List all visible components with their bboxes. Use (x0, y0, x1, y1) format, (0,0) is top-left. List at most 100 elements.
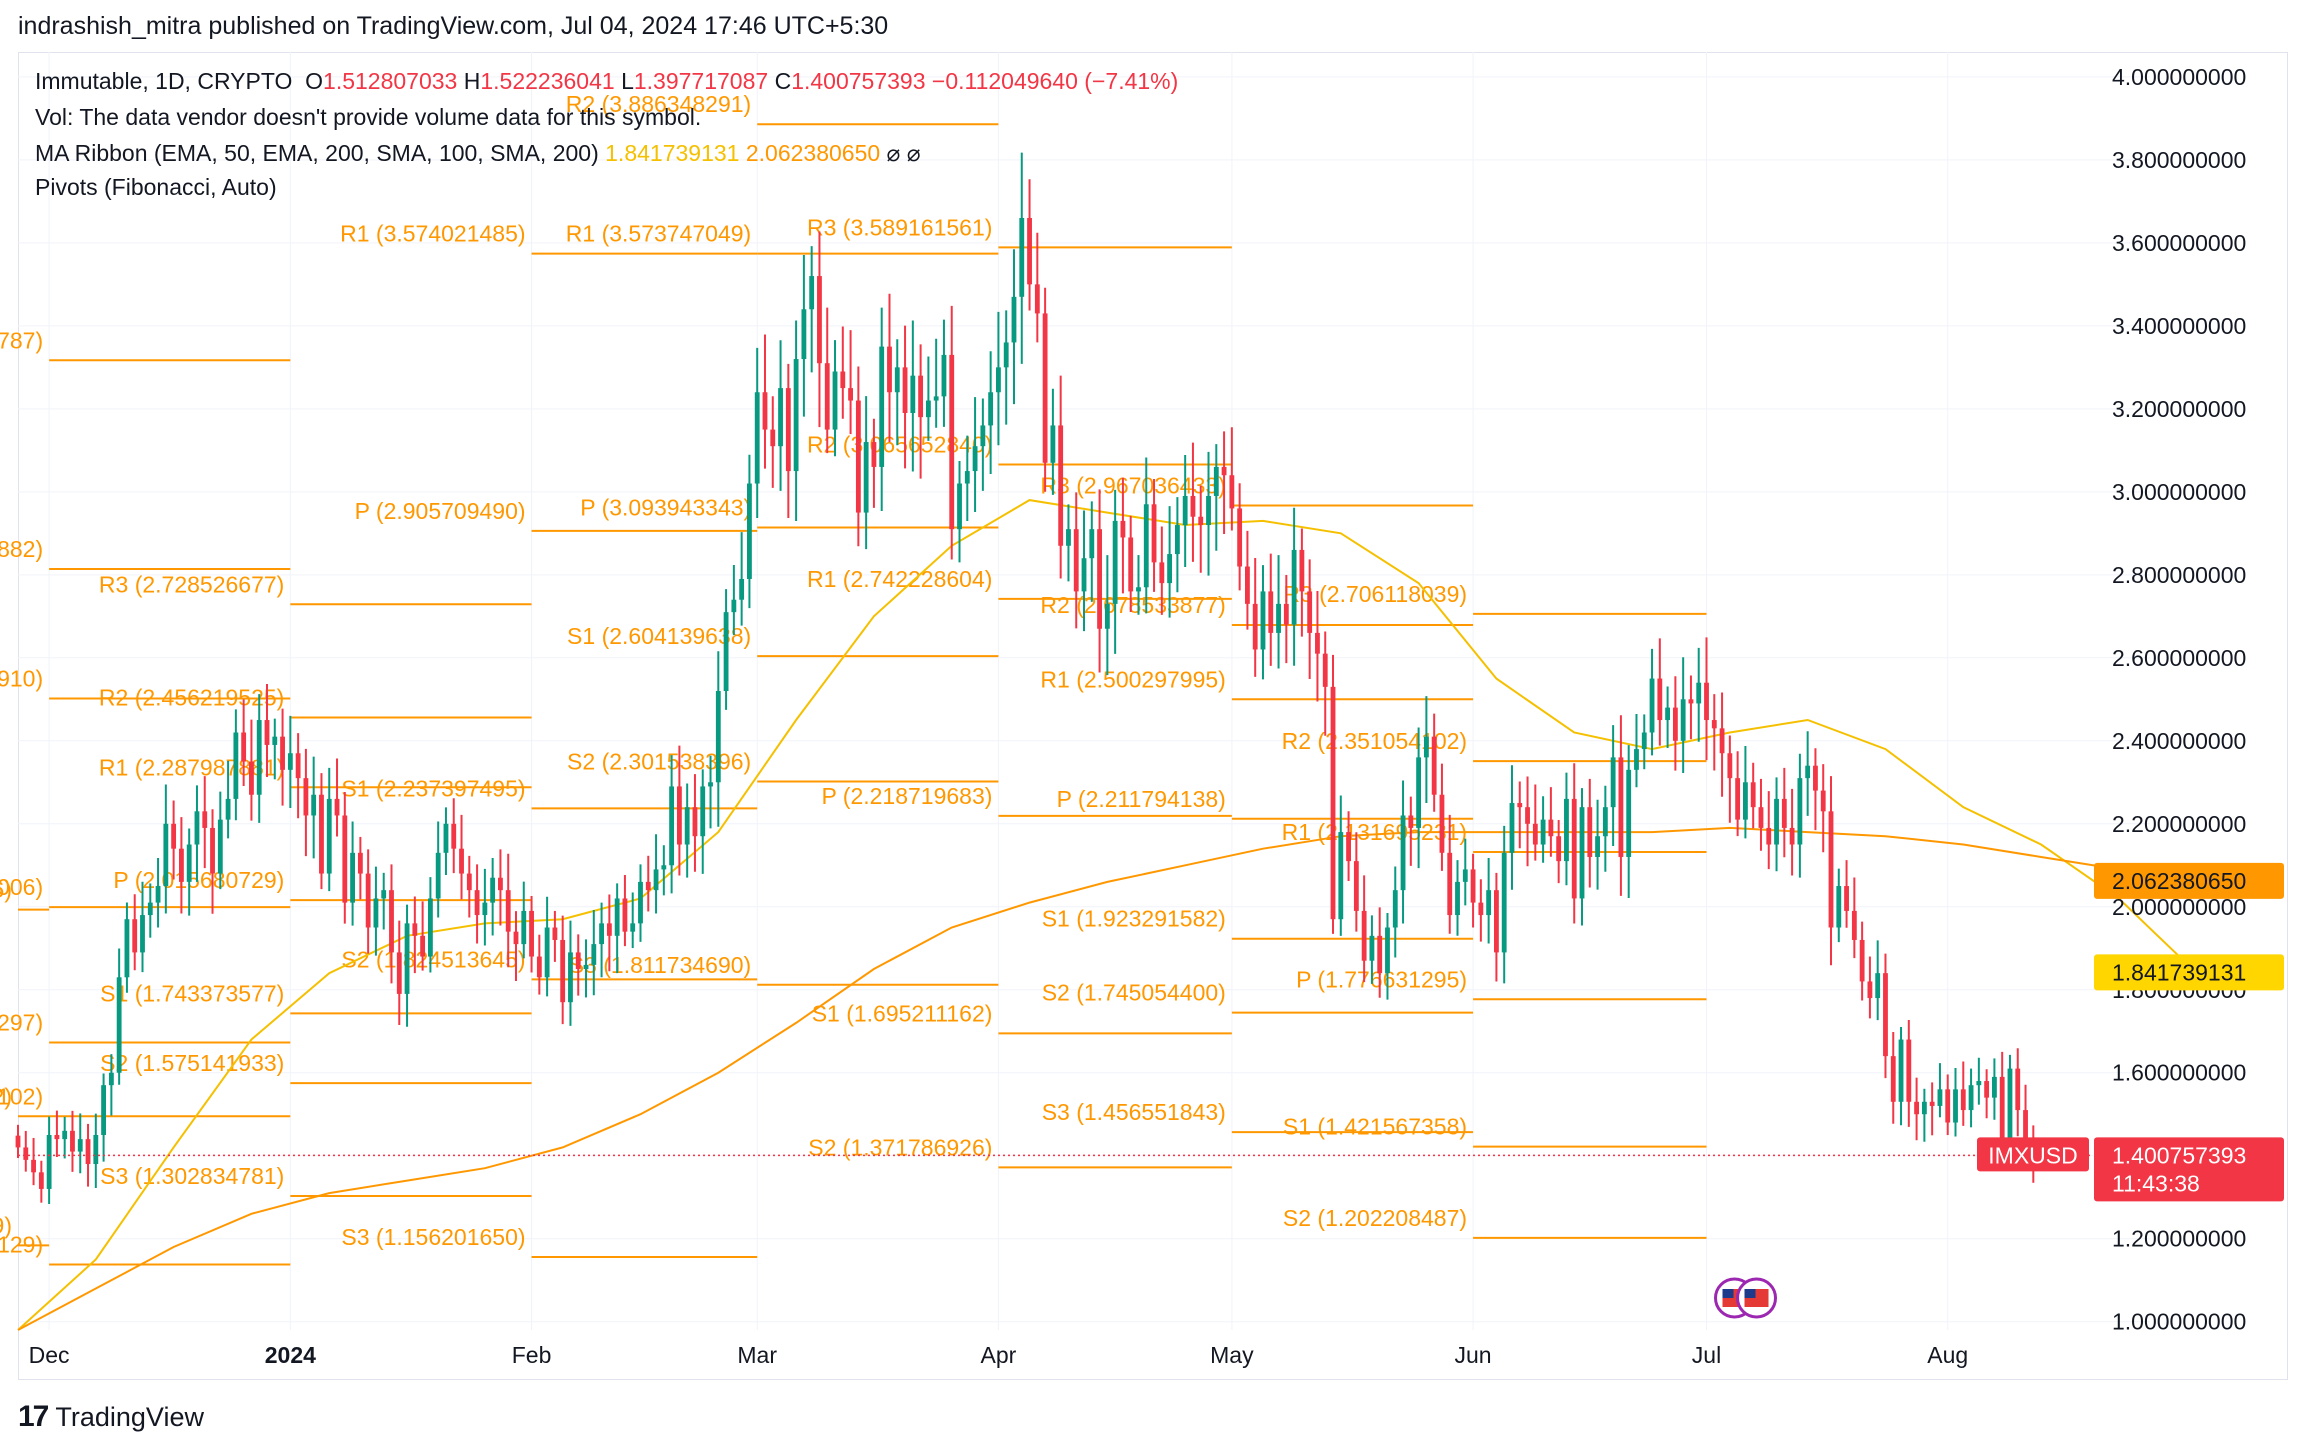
candle-body (1299, 549, 1305, 592)
candle-body (1322, 653, 1328, 687)
flag-canton (1744, 1289, 1756, 1298)
candle-body (1198, 516, 1204, 526)
pivot-label: S2 (2.301538396) (567, 748, 751, 774)
pivot-label: S1 (1.923291582) (1042, 906, 1226, 932)
candle-body (1789, 827, 1795, 845)
candle-body (1626, 769, 1632, 857)
candle-layer (15, 152, 2036, 1204)
candle-body (93, 1134, 99, 1165)
publication-header: indrashish_mitra published on TradingVie… (18, 12, 889, 40)
candle-body (1937, 1089, 1943, 1106)
countdown-label: 11:43:38 (2112, 1170, 2200, 1196)
candle-body (490, 877, 496, 903)
chart-frame (18, 52, 2288, 1380)
y-tick-label: 4.000000000 (2112, 64, 2246, 90)
pivot-label: P (2.218719683) (821, 783, 992, 809)
candle-body (342, 815, 348, 903)
candle-body (54, 1134, 60, 1140)
pivot-label: S2 (1.183880129) (0, 1212, 12, 1238)
candle-body (256, 720, 262, 795)
candle-body (645, 881, 651, 891)
legend-pivots: Pivots (Fibonacci, Auto) (35, 174, 277, 200)
axis-layer: 1.0000000001.2000000001.4000000001.60000… (29, 64, 2247, 1368)
last-price-label: 1.400757393 (2112, 1142, 2246, 1168)
candle-body (1245, 566, 1250, 604)
candle-body (1742, 782, 1748, 820)
legend-symbol: Immutable, 1D, CRYPTO (35, 68, 293, 94)
legend-ma1-value: 1.841739131 (605, 140, 740, 166)
candle-body (1128, 537, 1134, 592)
candle-body (762, 392, 768, 430)
pivot-label: S3 (1.302834781) (100, 1163, 284, 1189)
candle-body (1532, 823, 1538, 845)
ema200-line (17, 826, 2197, 1331)
pivot-label: R1 (2.742228604) (807, 566, 992, 592)
candle-body (1081, 558, 1087, 592)
candle-body (1104, 603, 1110, 629)
candle-body (1182, 495, 1188, 526)
candle-body (38, 1172, 44, 1189)
pivot-label: R1 (2.500297995) (1040, 666, 1225, 692)
candle-body (731, 599, 737, 613)
candle-body (1369, 935, 1375, 961)
candle-body (770, 429, 776, 447)
candle-body (949, 354, 955, 530)
x-tick-label: Mar (737, 1342, 777, 1368)
candle-body (1991, 1076, 1997, 1098)
candle-body (1385, 927, 1390, 974)
candle-body (622, 898, 628, 932)
candle-body (1704, 682, 1709, 721)
y-tick-label: 3.400000000 (2112, 313, 2246, 339)
candle-body (427, 898, 433, 957)
candle-body (676, 786, 682, 845)
candle-body (669, 786, 675, 866)
candle-body (15, 1135, 21, 1148)
candle-body (824, 363, 830, 430)
candle-body (466, 873, 472, 891)
candle-body (1766, 827, 1772, 845)
candle-body (700, 786, 706, 837)
candle-body (108, 1072, 114, 1086)
tradingview-logo[interactable]: 17 TradingView (18, 1400, 204, 1434)
candle-body (225, 798, 231, 820)
pivot-label: S1 (2.604139638) (567, 623, 751, 649)
pivot-label: P (3.093943343) (580, 495, 751, 521)
candle-body (996, 367, 1001, 393)
candle-body (715, 691, 721, 783)
candle-body (1984, 1081, 1990, 1098)
candle-body (933, 396, 939, 401)
candle-body (1136, 587, 1141, 592)
candle-body (334, 798, 340, 816)
pivot-label: R1 (2.287987881) (99, 754, 284, 780)
legend-ohlc: Immutable, 1D, CRYPTO O1.512807033 H1.52… (35, 68, 1178, 95)
y-tick-label: 3.200000000 (2112, 396, 2246, 422)
candle-body (295, 753, 301, 779)
candle-body (1610, 757, 1616, 808)
pivot-layer: P (1.992734006) S1 (1.495054102) S2 (1.183… (0, 91, 1707, 1266)
candle-body (1431, 736, 1437, 795)
pivot-label: R2 (2.678533877) (1040, 592, 1225, 618)
candle-body (1517, 803, 1523, 808)
candle-body (1968, 1085, 1974, 1111)
candle-body (1237, 508, 1243, 567)
candle-body (855, 400, 861, 513)
candle-body (1112, 520, 1118, 604)
legend-volume: Vol: The data vendor doesn't provide vol… (35, 104, 702, 130)
candle-body (513, 931, 519, 945)
pivot-label: S3 (1.811734690) (569, 952, 751, 978)
candle-body (1346, 832, 1351, 862)
candle-body (1587, 807, 1593, 857)
candle-body (280, 736, 285, 770)
price-chart[interactable]: P (1.992734006) S1 (1.495054102) S2 (1.183… (0, 0, 2308, 1380)
candle-body (1439, 794, 1445, 853)
pivot-label: S2 (1.202208487) (1283, 1205, 1467, 1231)
candle-body (435, 852, 441, 899)
symbol-tag-label: IMXUSD (1988, 1142, 2077, 1168)
candle-body (1097, 529, 1102, 629)
candle-body (70, 1130, 75, 1152)
candle-body (529, 910, 534, 957)
candle-body (653, 869, 659, 891)
candle-body (1307, 591, 1313, 633)
legend-open: 1.512807033 (323, 68, 458, 94)
